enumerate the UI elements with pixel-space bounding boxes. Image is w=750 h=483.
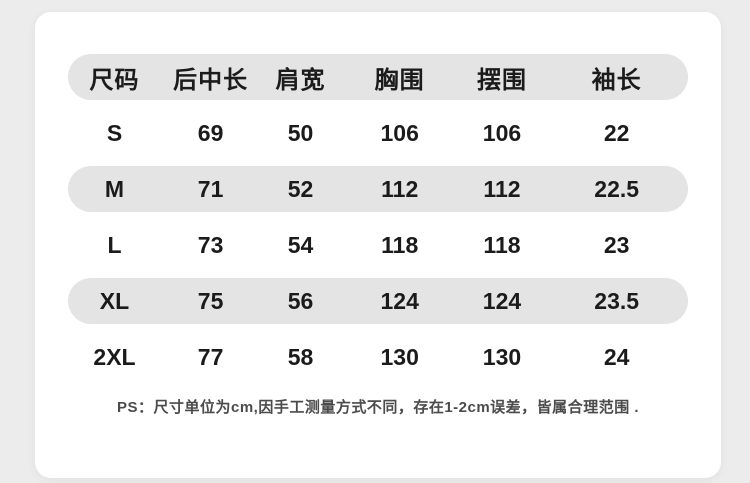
cell-value: 77 bbox=[197, 343, 224, 370]
cell-value: 24 bbox=[603, 343, 630, 370]
cell-value: 69 bbox=[197, 119, 224, 146]
cell-value: 112 bbox=[381, 175, 419, 202]
cell-value: 130 bbox=[482, 343, 522, 370]
cell-value: 56 bbox=[287, 287, 314, 314]
cell-value: 23 bbox=[603, 231, 630, 258]
table-row-l: L 73 54 118 118 23 bbox=[68, 222, 688, 268]
cell-value: 118 bbox=[381, 231, 419, 258]
cell-value: 124 bbox=[482, 287, 522, 314]
cell-value: 130 bbox=[380, 343, 419, 370]
cell-value: 22.5 bbox=[594, 175, 640, 202]
cell-value: 52 bbox=[287, 175, 314, 202]
row-size-label: M bbox=[104, 175, 125, 202]
cell-value: 124 bbox=[380, 287, 419, 314]
cell-value: 22 bbox=[603, 119, 630, 146]
row-size-label: XL bbox=[99, 287, 130, 314]
cell-value: 71 bbox=[197, 175, 224, 202]
row-size-label: 2XL bbox=[93, 343, 136, 370]
cell-value: 106 bbox=[380, 119, 419, 146]
cell-value: 75 bbox=[197, 287, 224, 314]
header-cell-bust: 胸围 bbox=[374, 66, 425, 94]
table-row-s: S 69 50 106 106 22 bbox=[68, 110, 688, 156]
header-cell-sleeve: 袖长 bbox=[591, 66, 642, 94]
table-row-xl: XL 75 56 124 124 23.5 bbox=[68, 278, 688, 324]
table-header-row: 尺码 后中长 肩宽 胸围 摆围 袖长 bbox=[68, 54, 688, 100]
cell-value: 112 bbox=[483, 175, 521, 202]
cell-value: 50 bbox=[287, 119, 314, 146]
cell-value: 58 bbox=[287, 343, 314, 370]
cell-value: 23.5 bbox=[594, 287, 640, 314]
header-cell-size: 尺码 bbox=[89, 66, 140, 94]
header-cell-shoulder: 肩宽 bbox=[275, 66, 326, 94]
table-row-2xl: 2XL 77 58 130 130 24 bbox=[68, 334, 688, 380]
cell-value: 73 bbox=[197, 231, 224, 258]
header-cell-back-length: 后中长 bbox=[173, 66, 249, 94]
measurement-note: PS：尺寸单位为cm,因手工测量方式不同，存在1-2cm误差，皆属合理范围 . bbox=[116, 399, 640, 416]
cell-value: 118 bbox=[483, 231, 521, 258]
header-cell-hem: 摆围 bbox=[476, 66, 527, 94]
cell-value: 54 bbox=[287, 231, 314, 258]
size-chart-card: 尺码 后中长 肩宽 胸围 摆围 袖长 S 69 50 106 106 22 M … bbox=[35, 12, 721, 478]
table-row-m: M 71 52 112 112 22.5 bbox=[68, 166, 688, 212]
row-size-label: L bbox=[107, 231, 122, 258]
row-size-label: S bbox=[106, 119, 123, 146]
cell-value: 106 bbox=[482, 119, 522, 146]
